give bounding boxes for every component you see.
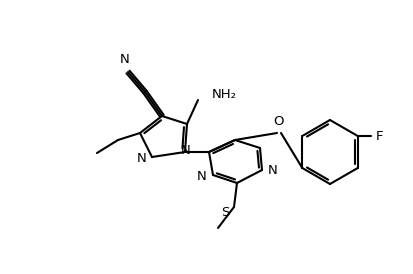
Text: N: N <box>267 164 277 178</box>
Text: O: O <box>273 115 284 128</box>
Text: N: N <box>197 170 206 182</box>
Text: N: N <box>181 144 190 158</box>
Text: F: F <box>375 130 382 142</box>
Text: N: N <box>120 53 130 66</box>
Text: N: N <box>137 152 147 164</box>
Text: NH₂: NH₂ <box>211 89 236 101</box>
Text: S: S <box>221 206 230 218</box>
